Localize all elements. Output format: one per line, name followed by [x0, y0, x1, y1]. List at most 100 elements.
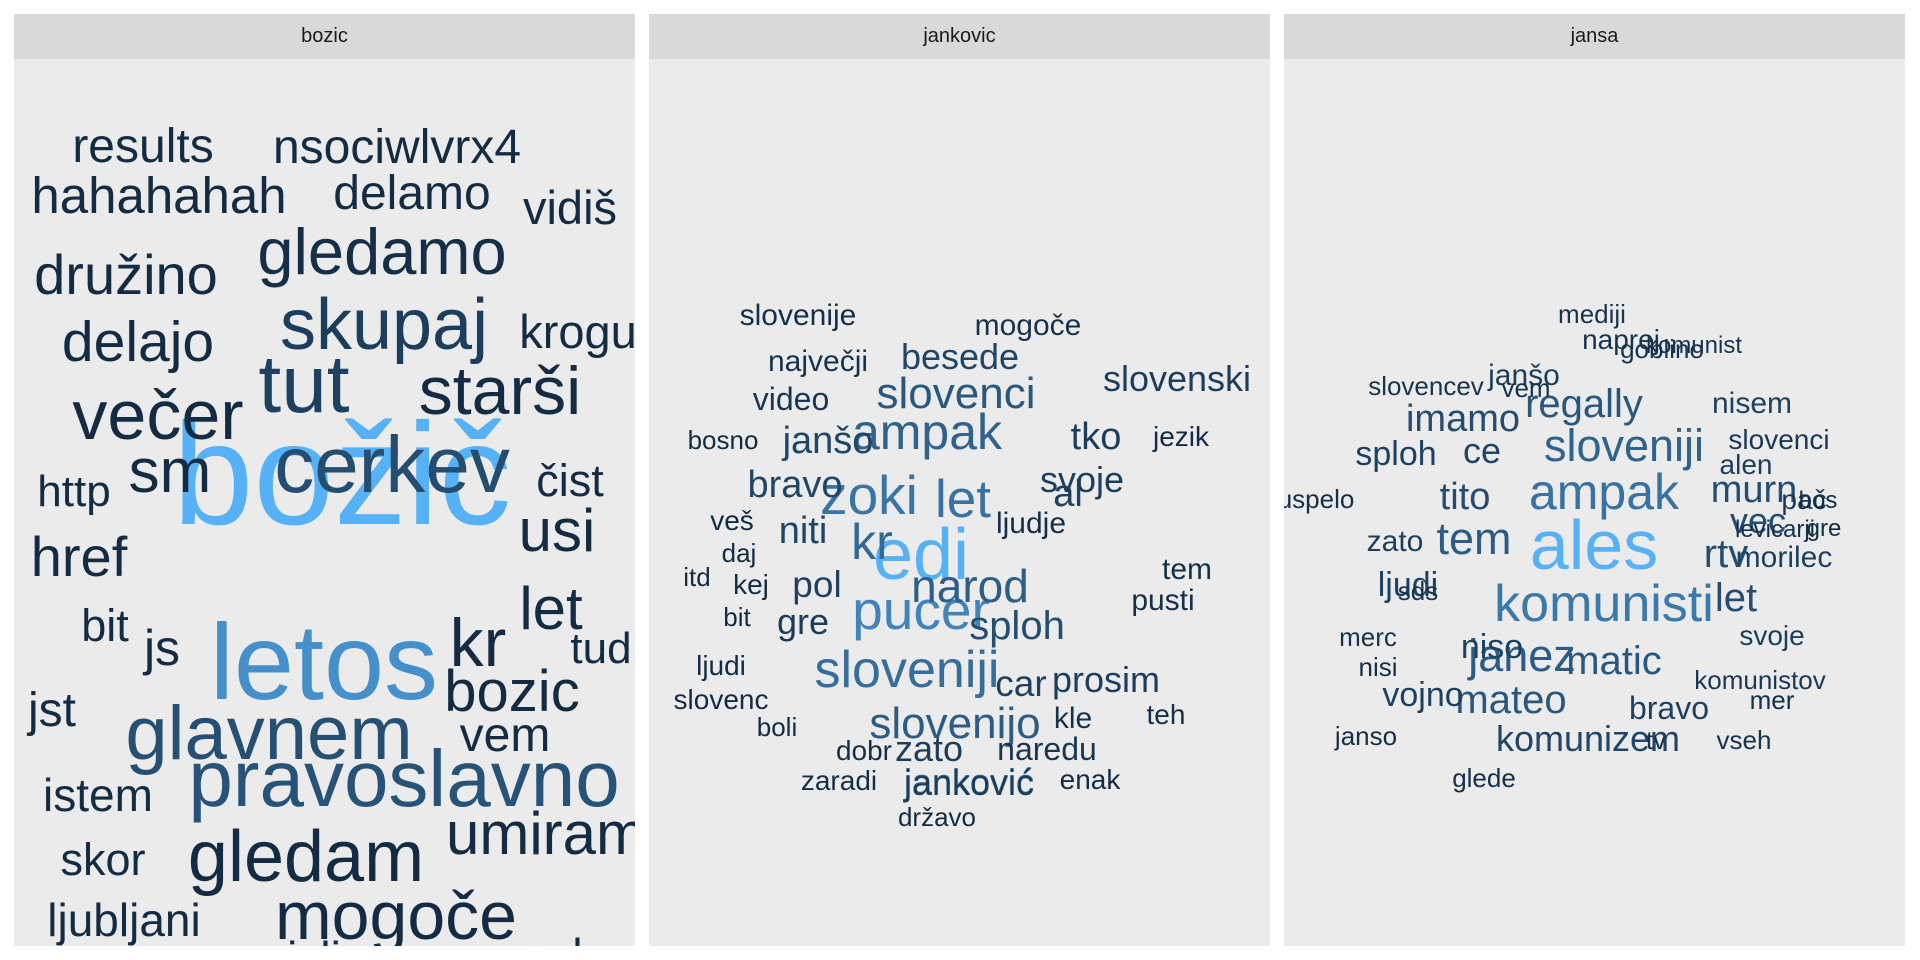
word-cloud-word: let — [1715, 576, 1757, 620]
word-cloud-word: vem — [1501, 373, 1550, 403]
word-cloud-word: gre — [777, 601, 829, 642]
word-cloud-word: delajo — [62, 310, 214, 374]
word-cloud-jankovic: edi pucer zoki let sloveniji kr ampak janković n… — [649, 59, 1270, 946]
facet-strip-title: jankovic — [649, 14, 1270, 59]
word-cloud-word: slovenci — [877, 369, 1036, 418]
word-cloud-word: bozic — [444, 659, 579, 724]
word-cloud-word: tut — [258, 339, 349, 430]
word-cloud-word: matic — [1566, 639, 1662, 683]
word-cloud-word: tem — [1162, 553, 1212, 586]
word-cloud-word: mogoče — [275, 878, 517, 946]
word-cloud-word: dobr — [836, 735, 892, 766]
word-cloud-word: zato — [895, 728, 963, 769]
word-cloud-word: narod — [911, 560, 1029, 612]
word-cloud-word: cerkev — [274, 420, 510, 509]
facet-panel-jankovic: jankovic edi pucer zoki let sloveniji kr ampak… — [649, 14, 1270, 946]
word-cloud-word: vidiš — [523, 181, 617, 234]
word-cloud-word: imamo — [1406, 398, 1520, 440]
word-cloud-word: daj — [722, 538, 757, 568]
word-cloud-word: svoje — [1040, 459, 1124, 500]
word-cloud-word: levicarji — [1735, 516, 1815, 543]
word-cloud-word: krogu — [519, 305, 635, 358]
word-cloud-word: svoje — [1739, 620, 1804, 651]
word-cloud-word: bravo — [747, 464, 842, 506]
word-cloud-word: slovenijo — [869, 699, 1040, 748]
word-cloud-word: edi — [873, 515, 969, 595]
word-cloud-word: goblino — [1620, 334, 1704, 364]
word-cloud-word: vec — [1730, 500, 1786, 541]
word-cloud-word: bit — [81, 600, 129, 651]
word-cloud-word: zato — [1367, 525, 1424, 558]
word-cloud-word: sploh — [1355, 435, 1436, 473]
word-cloud-word: besede — [901, 336, 1019, 377]
word-cloud-word: sloveniji — [1544, 420, 1704, 471]
word-cloud-word: let — [935, 470, 991, 529]
word-cloud-word: komunist — [1646, 332, 1742, 359]
word-cloud-word: regally — [1525, 382, 1643, 426]
word-cloud-word: čist — [536, 455, 604, 506]
word-cloud-word: polnoč — [521, 929, 635, 946]
word-cloud-word: pucer — [852, 579, 990, 641]
word-cloud-word: pač — [1781, 484, 1826, 515]
word-cloud-word: mogoče — [975, 309, 1082, 342]
word-cloud-word: merc — [1339, 622, 1397, 652]
word-cloud-word: slovenski — [1103, 358, 1251, 399]
word-cloud-word: tv — [1646, 725, 1666, 755]
word-cloud-word: usi — [519, 497, 596, 564]
word-cloud-word: sm — [129, 437, 212, 506]
word-cloud-word: večer — [72, 376, 243, 454]
word-cloud-word: alen — [1720, 449, 1773, 480]
word-cloud-word: ampak — [852, 404, 1003, 460]
word-cloud-word: mer — [1750, 685, 1795, 715]
word-cloud-word: nisi — [1358, 652, 1397, 682]
word-cloud-word: ales — [1530, 506, 1658, 584]
word-cloud-word: skupaj — [280, 285, 488, 365]
word-cloud-word: tko — [1071, 416, 1122, 458]
facet-panel-bozic: bozic božič letos pravoslavno glavnem cerkev… — [14, 14, 635, 946]
word-cloud-word: komunisti — [1494, 575, 1714, 633]
word-cloud-word: itd — [683, 562, 710, 592]
word-cloud-word: sloveniji — [815, 641, 1000, 699]
word-cloud-word: sds — [1398, 576, 1438, 606]
word-cloud-word: janso — [1334, 721, 1397, 751]
word-cloud-word: janković — [903, 761, 1034, 802]
word-cloud-word: ljudje — [996, 507, 1066, 540]
word-cloud-word: glavnem — [125, 691, 412, 776]
word-cloud-word: ljudi — [696, 650, 746, 681]
word-cloud-word: kle — [1054, 702, 1092, 735]
word-cloud-word: gre — [1807, 515, 1842, 542]
word-cloud-word: sploh — [969, 604, 1065, 648]
word-cloud-word: naredu — [997, 731, 1097, 767]
word-cloud-word: vem — [460, 709, 551, 762]
word-cloud-word: pusti — [1131, 584, 1194, 617]
word-cloud-word: komunizem — [1496, 718, 1680, 759]
word-cloud-word: hahahahah — [31, 167, 286, 224]
word-cloud-word: mediji — [1558, 299, 1626, 329]
word-cloud-word: tem — [1436, 513, 1511, 564]
word-cloud-word: bos — [1799, 487, 1838, 514]
word-cloud-word: janez — [1466, 630, 1576, 681]
word-cloud-word: ljudi — [1378, 566, 1438, 604]
word-cloud-word: href — [31, 525, 128, 588]
word-cloud-word: starši — [419, 353, 581, 429]
word-cloud-word: teh — [1147, 699, 1186, 730]
word-cloud-bozic: božič letos pravoslavno glavnem cerkev tut sku… — [14, 59, 635, 946]
facet-panel-jansa: jansa ales komunisti ampak sloveniji regally… — [1284, 14, 1905, 946]
word-cloud-word: http — [37, 467, 110, 516]
word-cloud-word: vojno — [1382, 676, 1463, 714]
word-cloud-word: al — [1053, 473, 1083, 515]
word-cloud-word: enak — [1060, 764, 1122, 795]
word-cloud-word: let — [519, 575, 583, 642]
word-cloud-word: bosno — [688, 425, 759, 455]
word-cloud-word: bravo — [1629, 690, 1709, 726]
word-cloud-word: prosim — [1052, 659, 1160, 700]
word-cloud-word: družino — [34, 243, 218, 306]
word-cloud-word: glede — [1452, 763, 1516, 793]
word-cloud-word: istem — [43, 769, 153, 821]
word-cloud-word: mislim — [249, 932, 379, 946]
word-cloud-word: janković — [903, 762, 1034, 803]
word-cloud-word: jezik — [1152, 421, 1210, 452]
word-cloud-word: letos — [210, 601, 438, 722]
facet-strip-title: jansa — [1284, 14, 1905, 59]
word-cloud-word: janšo — [782, 420, 874, 462]
